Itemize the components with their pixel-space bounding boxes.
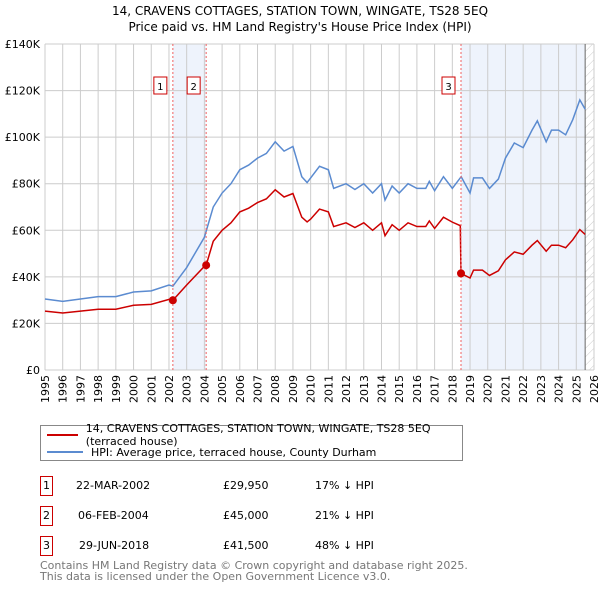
chart-subtitle: Price paid vs. HM Land Registry's House … <box>128 20 472 34</box>
x-tick-label: 2017 <box>429 375 442 403</box>
y-tick-label: £20K <box>12 317 41 330</box>
legend-label-property: 14, CRAVENS COTTAGES, STATION TOWN, WING… <box>85 422 431 448</box>
x-tick-label: 2013 <box>358 375 371 403</box>
y-tick-label: £120K <box>5 85 41 98</box>
legend-swatch-hpi <box>47 451 83 453</box>
projection-hatch <box>585 44 594 370</box>
y-tick-label: £80K <box>12 178 41 191</box>
x-tick-label: 2011 <box>322 375 335 403</box>
sale-label: 1 <box>157 82 163 93</box>
y-tick-label: £100K <box>5 131 41 144</box>
x-tick-label: 2020 <box>482 375 495 403</box>
sale-label-box <box>153 76 168 95</box>
sale-price: £29,950 <box>223 479 269 492</box>
x-tick-label: 2019 <box>464 375 477 403</box>
footer: Contains HM Land Registry data © Crown c… <box>40 560 468 582</box>
x-tick-label: 2009 <box>287 375 300 403</box>
x-tick-label: 2006 <box>234 375 247 403</box>
sale-price: £41,500 <box>223 539 269 552</box>
sale-row: 1 22-MAR-2002 £29,950 17% ↓ HPI <box>40 476 440 496</box>
x-tick-label: 2015 <box>393 375 406 403</box>
x-tick-label: 2001 <box>145 375 158 403</box>
legend-label-hpi: HPI: Average price, terraced house, Coun… <box>91 445 377 459</box>
sale-hpi-diff: 17% ↓ HPI <box>315 479 374 492</box>
y-tick-label: £60K <box>12 224 41 237</box>
shaded-range <box>172 44 207 370</box>
y-tick-label: £0 <box>26 364 40 377</box>
x-tick-label: 1997 <box>74 375 87 403</box>
x-tick-label: 2021 <box>499 375 512 403</box>
sale-hpi-diff: 21% ↓ HPI <box>315 509 374 522</box>
x-tick-label: 1998 <box>92 375 105 403</box>
footer-licence: This data is licensed under the Open Gov… <box>40 570 391 583</box>
sale-label-box <box>441 76 456 95</box>
sale-marker-badge: 2 <box>40 506 53 526</box>
y-tick-label: £140K <box>5 38 41 51</box>
sale-date: 06-FEB-2004 <box>78 509 149 522</box>
sale-hpi-diff: 48% ↓ HPI <box>315 539 374 552</box>
x-tick-label: 2023 <box>535 375 548 403</box>
sale-point <box>168 296 177 305</box>
x-tick-label: 2002 <box>163 375 176 403</box>
x-tick-label: 1995 <box>39 375 52 403</box>
footer-copyright: Contains HM Land Registry data © Crown c… <box>40 559 468 572</box>
sale-date: 29-JUN-2018 <box>79 539 150 552</box>
x-tick-label: 2000 <box>128 375 141 403</box>
sale-label: 2 <box>190 82 196 93</box>
x-tick-label: 2026 <box>588 375 600 403</box>
x-tick-label: 2016 <box>411 375 424 403</box>
sale-label-box <box>186 76 201 95</box>
sale-row: 3 29-JUN-2018 £41,500 48% ↓ HPI <box>40 536 440 556</box>
price-chart: 1 2 3 1995 1996 1997 1998 1999 2000 2001 2002 2003 2… <box>5 38 600 403</box>
x-tick-label: 2005 <box>216 375 229 403</box>
sale-marker-badge: 1 <box>40 476 53 496</box>
sale-marker-badge: 3 <box>40 536 53 556</box>
chart-legend: 14, CRAVENS COTTAGES, STATION TOWN, WING… <box>40 422 463 461</box>
legend-swatch-property <box>47 434 78 436</box>
y-tick-label: £40K <box>12 271 41 284</box>
x-tick-label: 1999 <box>110 375 123 403</box>
x-tick-label: 1996 <box>57 375 70 403</box>
x-tick-label: 2018 <box>446 375 459 403</box>
x-tick-label: 2014 <box>375 375 388 403</box>
x-tick-label: 2022 <box>517 375 530 403</box>
x-tick-label: 2010 <box>305 375 318 403</box>
sale-label: 3 <box>445 82 451 93</box>
sale-point <box>202 261 211 270</box>
x-tick-label: 2025 <box>570 375 583 403</box>
x-tick-label: 2007 <box>252 375 265 403</box>
sale-point <box>457 269 466 278</box>
sale-row: 2 06-FEB-2004 £45,000 21% ↓ HPI <box>40 506 440 526</box>
x-tick-label: 2012 <box>340 375 353 403</box>
sale-date: 22-MAR-2002 <box>76 479 151 492</box>
sale-price: £45,000 <box>223 509 269 522</box>
x-tick-label: 2003 <box>181 375 194 403</box>
x-tick-label: 2024 <box>553 375 566 403</box>
chart-title: 14, CRAVENS COTTAGES, STATION TOWN, WING… <box>111 4 489 18</box>
x-tick-label: 2004 <box>198 375 211 403</box>
x-tick-label: 2008 <box>269 375 282 403</box>
hpi-line <box>44 98 586 303</box>
